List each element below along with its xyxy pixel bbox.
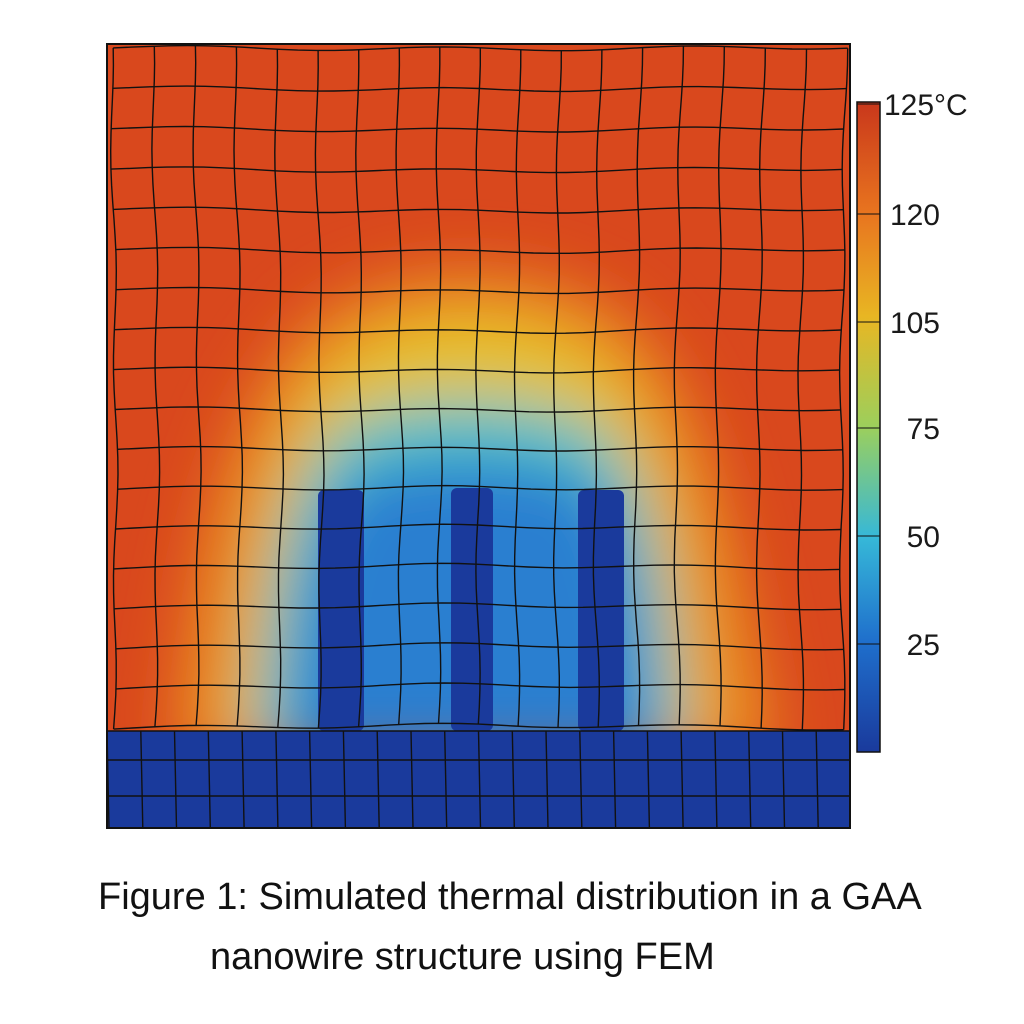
mesh-line [475,47,481,725]
mesh-line [838,48,849,730]
mesh-line [511,730,515,828]
mesh-line [781,730,786,828]
mesh-line [513,49,522,727]
mesh-line [748,730,752,828]
colorbar: 125°C 120 105 75 50 25 [856,89,968,753]
mesh-line [233,46,244,727]
mesh-line [815,730,819,828]
mesh-line [714,730,718,828]
mesh-line [151,46,161,727]
mesh-line [115,246,845,254]
mesh-line [308,730,313,828]
mesh-line [342,730,347,828]
plot-border [106,43,851,829]
mesh-line [112,85,847,93]
mesh-line [592,49,603,728]
mesh-line [395,47,405,725]
mesh-line [314,50,325,729]
mesh-line [355,49,365,727]
mesh-line [114,326,842,335]
colorbar-tick-label: 125°C [884,89,968,122]
mesh-line [113,44,848,52]
colorbar-tick-label: 50 [907,521,940,554]
colorbar-gradient [856,101,881,753]
mesh-line [111,125,844,133]
mesh-line [192,45,202,726]
nanowire-2 [451,488,493,731]
mesh-line [545,730,549,828]
mesh-line [410,730,414,828]
mesh-line [797,49,808,730]
nanowire-1 [318,490,364,731]
mesh-line [376,730,380,828]
mesh-line [109,47,119,730]
mesh-line [646,730,651,828]
fem-mesh [107,44,850,828]
mesh-line [241,730,245,828]
colorbar-tick-label: 120 [890,199,940,232]
mesh-line [173,730,178,828]
mesh-line [274,49,285,728]
mesh-line [116,286,845,295]
caption-line-1: Figure 1: Simulated thermal distribution… [98,876,922,918]
mesh-line [714,46,725,726]
mesh-line [673,46,685,725]
mesh-line [113,562,840,571]
mesh-line [113,722,844,731]
nanowire-3 [578,490,624,731]
mesh-line [632,47,644,726]
mesh-line [444,730,448,828]
mesh-line [680,730,684,828]
colorbar-tick-label: 75 [907,413,940,446]
mesh-line [115,406,841,413]
mesh-line [117,445,843,452]
mesh-line [117,484,843,491]
mesh-line [612,730,617,828]
mesh-line [140,730,144,828]
mesh-line [115,523,842,531]
mesh-line [579,730,583,828]
mesh-line [207,730,211,828]
mesh-line [113,206,844,214]
mesh-line [113,366,840,374]
mesh-line [477,730,482,828]
mesh-line [110,166,843,174]
mesh-line [115,642,844,651]
mesh-line [755,48,766,729]
mesh-line [115,682,845,691]
mesh-line [435,46,443,724]
caption-line-2: nanowire structure using FEM [210,936,715,978]
mesh-line [114,602,841,611]
colorbar-tick-label: 105 [890,307,940,340]
thermal-figure: 125°C 120 105 75 50 25 [106,43,968,829]
mesh-line [275,730,279,828]
mesh-line [552,50,562,728]
colorbar-tick-label: 25 [907,629,940,662]
